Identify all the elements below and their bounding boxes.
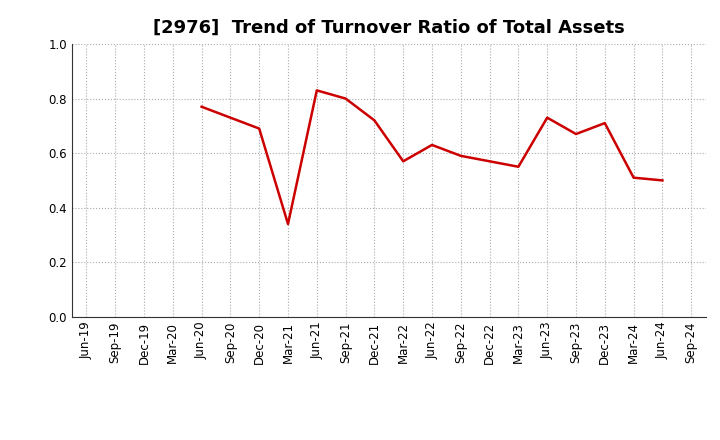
Title: [2976]  Trend of Turnover Ratio of Total Assets: [2976] Trend of Turnover Ratio of Total … [153, 19, 625, 37]
